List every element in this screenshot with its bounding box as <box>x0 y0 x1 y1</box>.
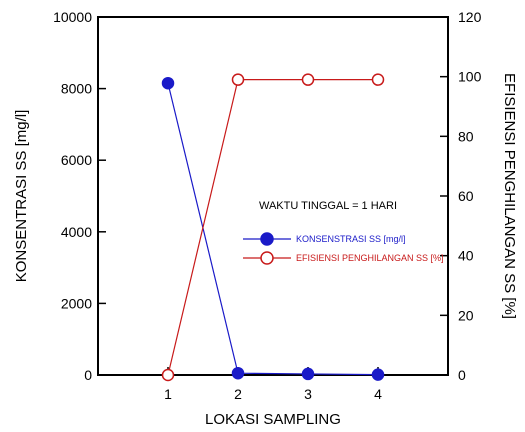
x-axis-title: LOKASI SAMPLING <box>205 411 341 428</box>
y-right-tick-label: 40 <box>458 248 474 264</box>
data-point-1 <box>231 73 245 86</box>
y-left-tick-label: 0 <box>84 367 92 383</box>
legend-label-efisiensi: EFISIENSI PENGHILANGAN SS [%] <box>296 253 444 263</box>
y-left-tick-label: 8000 <box>61 81 92 97</box>
x-tick-label: 2 <box>234 386 242 402</box>
y-right-tick-label: 0 <box>458 367 466 383</box>
y-left-tick-label: 4000 <box>61 224 92 240</box>
data-point-0 <box>231 366 245 380</box>
x-tick-label: 4 <box>374 386 382 402</box>
series-line-1 <box>167 79 378 376</box>
annotation-text: WAKTU TINGGAL = 1 HARI <box>259 200 397 212</box>
data-point-0 <box>161 76 175 90</box>
y-axis-left-title: KONSENTRASI SS [mg/l] <box>13 110 30 283</box>
y-right-tick-label: 60 <box>458 188 474 204</box>
y-left-tick-label: 6000 <box>61 152 92 168</box>
y-right-tick-label: 80 <box>458 128 474 144</box>
y-left-tick-label: 2000 <box>61 295 92 311</box>
y-right-tick-label: 20 <box>458 307 474 323</box>
x-tick-label: 1 <box>164 386 172 402</box>
series-line-0 <box>167 83 379 376</box>
series-layer <box>161 73 385 382</box>
legend-label-konsentrasi: KONSENSTRASI SS [mg/l] <box>296 234 406 244</box>
legend-marker-konsentrasi <box>260 232 274 246</box>
data-point-1 <box>301 73 315 86</box>
legend: KONSENSTRASI SS [mg/l] EFISIENSI PENGHIL… <box>243 232 444 265</box>
x-tick-label: 3 <box>304 386 312 402</box>
data-point-1 <box>161 368 175 382</box>
legend-marker-efisiensi <box>260 251 274 265</box>
data-point-0 <box>301 367 315 381</box>
y-right-tick-label: 100 <box>458 69 482 85</box>
plot-frame <box>97 16 449 376</box>
y-left-tick-label: 10000 <box>53 9 92 25</box>
y-axis-right-title: EFISIENSI PENGHILANGAN SS [%] <box>501 73 518 319</box>
data-point-1 <box>371 73 385 86</box>
axis-ticks: 0 2000 4000 6000 8000 10000 0 20 40 60 80 100 120 1 2 3… <box>53 9 482 402</box>
data-point-0 <box>371 368 385 381</box>
y-right-tick-label: 120 <box>458 9 482 25</box>
